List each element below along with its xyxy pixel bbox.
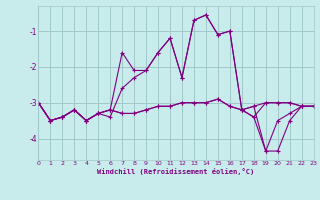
X-axis label: Windchill (Refroidissement éolien,°C): Windchill (Refroidissement éolien,°C) <box>97 168 255 175</box>
